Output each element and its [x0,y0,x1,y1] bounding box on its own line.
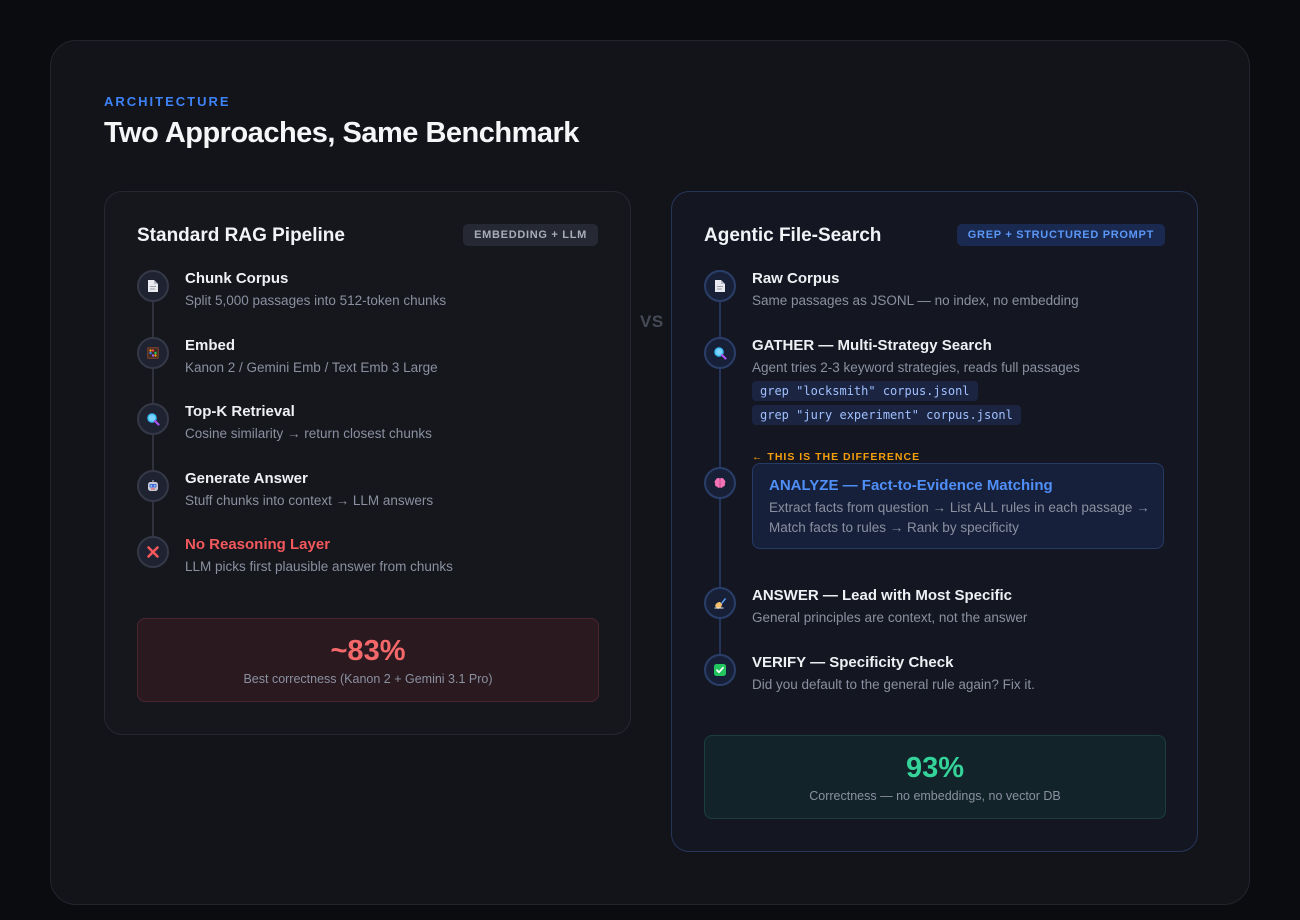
step-description: Agent tries 2-3 keyword strategies, read… [752,360,1080,375]
code-snippet: grep "jury experiment" corpus.jsonl [752,405,1021,425]
step-title: GATHER — Multi-Strategy Search [752,337,992,354]
result-value: ~83% [330,635,406,667]
result-caption: Best correctness (Kanon 2 + Gemini 3.1 P… [243,672,493,686]
document-icon [704,270,736,302]
step-description: Same passages as JSONL — no index, no em… [752,293,1079,308]
step-description: Did you default to the general rule agai… [752,677,1035,692]
step-title: ANALYZE — Fact-to-Evidence Matching [769,477,1053,494]
step-title: Top-K Retrieval [185,403,295,420]
step-description: Kanon 2 / Gemini Emb / Text Emb 3 Large [185,360,438,375]
card-badge: GREP + STRUCTURED PROMPT [956,224,1165,246]
step-title: Raw Corpus [752,270,840,287]
step-description: General principles are context, not the … [752,610,1028,625]
step-description: Split 5,000 passages into 512-token chun… [185,293,447,308]
result-caption: Correctness — no embeddings, no vector D… [809,789,1061,803]
result-box: 93% Correctness — no embeddings, no vect… [704,735,1166,819]
page-title: Two Approaches, Same Benchmark [104,117,579,149]
step-title: Embed [185,337,236,354]
step-description: Cosine similarity → return closest chunk… [185,426,432,441]
difference-label: ← THIS IS THE DIFFERENCE [752,451,921,463]
card-badge: EMBEDDING + LLM [463,224,598,246]
step-description: LLM picks first plausible answer from ch… [185,559,453,574]
magnifier-icon [704,337,736,369]
agentic-search-card: Agentic File-Search GREP + STRUCTURED PR… [671,191,1198,852]
vs-label: VS [640,312,664,331]
check-icon [704,654,736,686]
abacus-icon [137,337,169,369]
step-title: VERIFY — Specificity Check [752,654,954,671]
result-value: 93% [905,752,965,784]
document-icon [137,270,169,302]
step-description: Stuff chunks into context → LLM answers [185,493,434,508]
writing-hand-icon [704,587,736,619]
architecture-panel: ARCHITECTURE Two Approaches, Same Benchm… [50,40,1250,905]
card-title: Agentic File-Search [704,225,882,246]
step-title: No Reasoning Layer [185,536,331,553]
step-title: Chunk Corpus [185,270,289,287]
highlight-box: ANALYZE — Fact-to-Evidence Matching Extr… [752,463,1164,549]
step-title: ANSWER — Lead with Most Specific [752,587,1013,604]
rag-pipeline-card: Standard RAG Pipeline EMBEDDING + LLM Ch… [104,191,631,735]
step-description: Extract facts from question → List ALL r… [769,500,1150,535]
brain-icon [704,467,736,499]
cross-icon [137,536,169,568]
step-title: Generate Answer [185,470,308,487]
robot-icon [137,470,169,502]
eyebrow-label: ARCHITECTURE [104,94,231,109]
magnifier-icon [137,403,169,435]
card-title: Standard RAG Pipeline [137,225,345,246]
result-box: ~83% Best correctness (Kanon 2 + Gemini … [137,618,599,702]
code-snippet: grep "locksmith" corpus.jsonl [752,381,978,401]
